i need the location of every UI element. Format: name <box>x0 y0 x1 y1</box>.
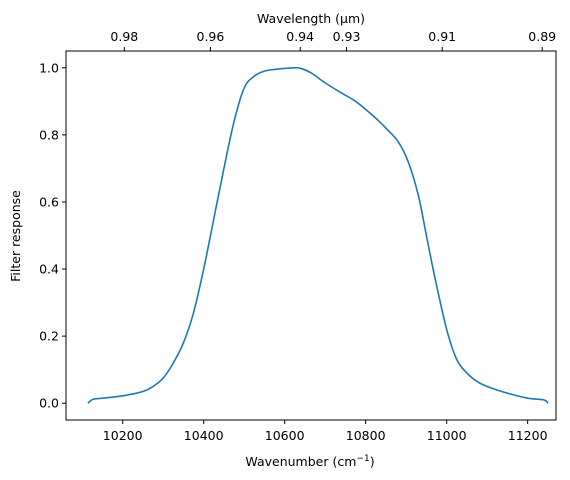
y-tick-label: 0.0 <box>39 396 59 411</box>
top-axis-label: Wavelength (μm) <box>257 11 365 26</box>
top-tick-label: 0.94 <box>286 29 314 44</box>
y-tick-label: 0.2 <box>39 329 59 344</box>
top-tick-label: 0.98 <box>110 29 138 44</box>
plot-frame <box>65 50 557 421</box>
top-tick-label: 0.91 <box>428 29 456 44</box>
top-tick-label: 0.89 <box>528 29 556 44</box>
x-tick-label: 10600 <box>265 428 305 443</box>
filter-response-line <box>87 66 549 404</box>
x-tick-label: 11200 <box>508 428 548 443</box>
x-axis-label: Wavenumber (cm−1) <box>245 454 374 469</box>
y-axis-label: Filter response <box>8 190 23 282</box>
x-tick-label: 11000 <box>427 428 467 443</box>
top-tick-label: 0.93 <box>333 29 361 44</box>
y-tick-label: 0.8 <box>39 127 59 142</box>
ticks-layer: 10200 10400 10600 10800 11000 11200 0.0 0.2 0.4 0… <box>39 29 556 443</box>
y-tick-label: 0.4 <box>39 262 59 277</box>
top-tick-label: 0.96 <box>197 29 225 44</box>
x-tick-label: 10200 <box>103 428 143 443</box>
x-tick-label: 10400 <box>184 428 224 443</box>
x-tick-label: 10800 <box>346 428 386 443</box>
y-tick-label: 1.0 <box>39 60 59 75</box>
y-tick-label: 0.6 <box>39 194 59 209</box>
